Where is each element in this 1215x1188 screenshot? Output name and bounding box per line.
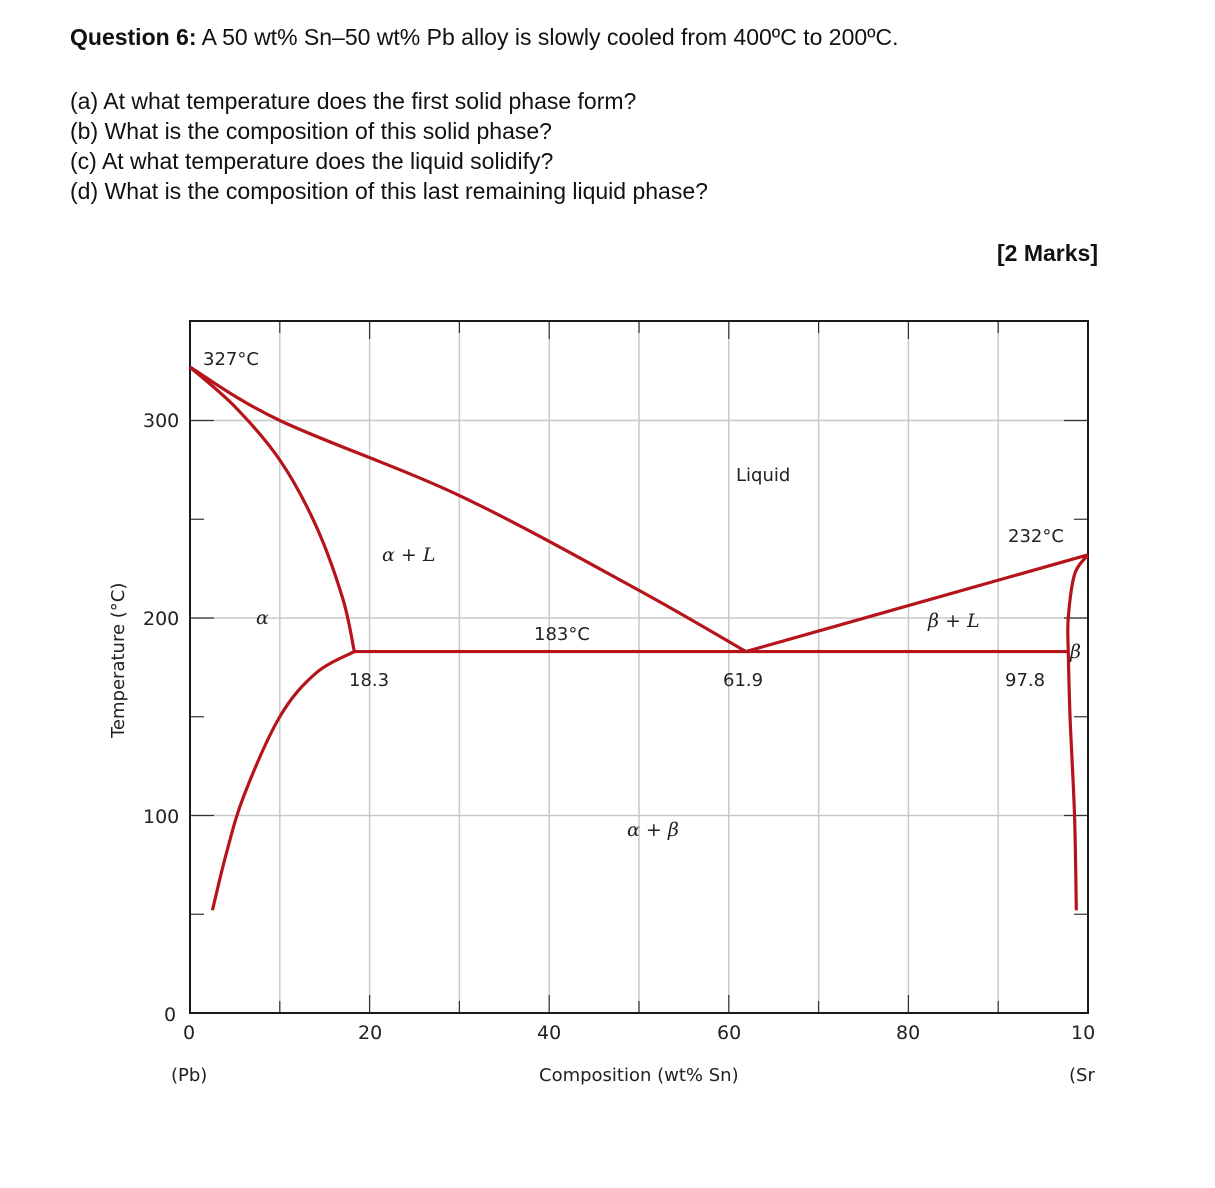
phase-boundary-solidus-alpha: [188, 365, 356, 652]
question-part-b: (b) What is the composition of this soli…: [70, 118, 552, 144]
label-liquid: Liquid: [736, 465, 790, 486]
label-beta-plus-l: β + L: [927, 610, 980, 632]
label-beta: β: [1069, 641, 1081, 663]
label-183c: 183°C: [534, 624, 590, 645]
question-title: Question 6: A 50 wt% Sn–50 wt% Pb alloy …: [70, 24, 899, 51]
phase-boundary-liquidus-pb-side-: [189, 365, 747, 653]
label-alpha-plus-l: α + L: [382, 544, 435, 566]
x-tick-20: 20: [358, 1022, 382, 1044]
grid-lines: [190, 321, 1088, 1013]
phase-boundary-solidus-beta: [1066, 553, 1090, 652]
x-end-label-sn: (Sr: [1069, 1065, 1095, 1086]
y-tick-0: 0: [164, 1004, 176, 1026]
x-axis-title: Composition (wt% Sn): [539, 1065, 739, 1086]
plot-frame: [189, 320, 1089, 1014]
y-tick-100: 100: [143, 806, 179, 828]
question-part-a: (a) At what temperature does the first s…: [70, 88, 637, 114]
label-alpha: α: [256, 607, 269, 629]
phase-boundaries: [188, 365, 1090, 911]
label-327c: 327°C: [203, 349, 259, 370]
question-text: A 50 wt% Sn–50 wt% Pb alloy is slowly co…: [196, 24, 899, 50]
axis-ticks: [190, 321, 1088, 1013]
x-tick-60: 60: [717, 1022, 741, 1044]
question-part-c: (c) At what temperature does the liquid …: [70, 148, 554, 174]
label-18-3: 18.3: [349, 670, 389, 691]
label-232c: 232°C: [1008, 526, 1064, 547]
x-tick-100: 10: [1071, 1022, 1095, 1044]
x-tick-40: 40: [537, 1022, 561, 1044]
label-alpha-plus-beta: α + β: [627, 819, 679, 841]
y-axis-title: Temperature (°C): [108, 583, 129, 739]
y-tick-300: 300: [143, 410, 179, 432]
x-tick-80: 80: [896, 1022, 920, 1044]
marks-badge: [2 Marks]: [997, 240, 1098, 266]
question-label: Question 6:: [70, 24, 197, 50]
label-97-8: 97.8: [1005, 670, 1045, 691]
phase-boundary-liquidus-sn-side-: [745, 553, 1089, 654]
question-part-d: (d) What is the composition of this last…: [70, 178, 708, 204]
phase-boundary-solvus-alpha: [210, 650, 356, 911]
label-61-9: 61.9: [723, 670, 763, 691]
y-tick-200: 200: [143, 608, 179, 630]
x-end-label-pb: (Pb): [171, 1065, 207, 1086]
question-parts: (a) At what temperature does the first s…: [70, 86, 708, 206]
phase-boundary-solvus-beta: [1066, 651, 1078, 911]
x-tick-0: 0: [183, 1022, 195, 1044]
